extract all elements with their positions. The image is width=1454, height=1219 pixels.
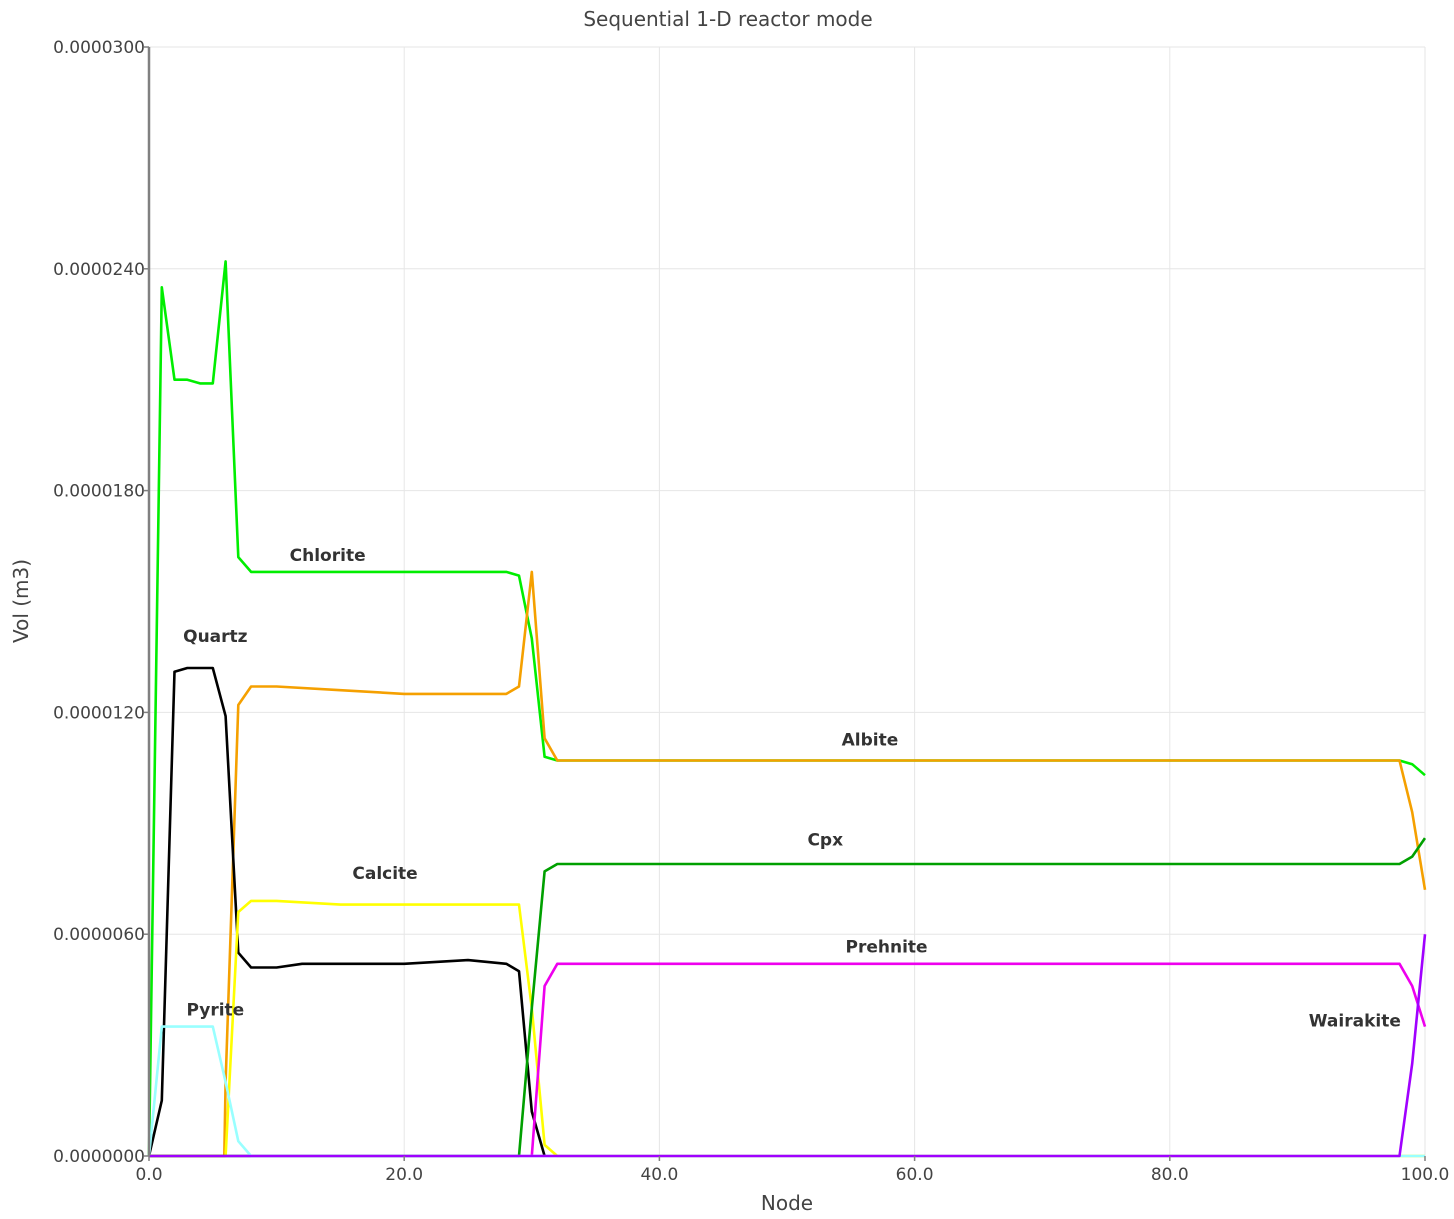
y-tick-label: 0.0000300 <box>53 38 145 58</box>
x-tick-label: 40.0 <box>640 1165 678 1185</box>
series-label-chlorite: Chlorite <box>290 546 366 566</box>
y-tick-label: 0.0000000 <box>53 1147 145 1167</box>
x-tick-label: 20.0 <box>385 1165 423 1185</box>
series-label-pyrite: Pyrite <box>186 1001 244 1021</box>
x-tick-label: 0.0 <box>135 1165 162 1185</box>
y-tick-label: 0.0000180 <box>53 482 145 502</box>
series-line-pyrite <box>147 1025 1425 1158</box>
series-lines <box>147 260 1427 1158</box>
x-tick-label: 80.0 <box>1151 1165 1189 1185</box>
y-tick-label: 0.0000060 <box>53 925 145 945</box>
series-line-albite <box>149 570 1427 1158</box>
series-line-calcite <box>149 899 1425 1158</box>
x-tick-label: 100.0 <box>1401 1165 1450 1185</box>
series-label-quartz: Quartz <box>183 627 248 647</box>
series-label-albite: Albite <box>842 731 899 751</box>
y-tick-label: 0.0000120 <box>53 703 145 723</box>
series-line-wairakite <box>149 934 1427 1158</box>
series-line-chlorite <box>147 260 1426 1157</box>
series-label-cpx: Cpx <box>807 830 843 850</box>
series-line-prehnite <box>530 962 1427 1157</box>
series-label-wairakite: Wairakite <box>1309 1012 1401 1032</box>
series-annotations: Chlorite Quartz Albite Cpx Calcite Prehnite Py… <box>183 546 1401 1032</box>
y-tick-label: 0.0000240 <box>53 260 145 280</box>
grid <box>148 46 1426 1157</box>
series-line-cpx <box>149 837 1427 1158</box>
x-axis-label: Node <box>761 1191 813 1215</box>
tick-labels: 0.0 20.0 40.0 60.0 80.0 100.0 0.0000000 0.00000… <box>53 38 1449 1185</box>
y-axis-label: Vol (m3) <box>9 559 33 643</box>
x-tick-label: 60.0 <box>896 1165 934 1185</box>
series-line-quartz <box>147 666 546 1157</box>
chart-title: Sequential 1-D reactor mode <box>583 7 872 31</box>
series-label-prehnite: Prehnite <box>845 938 927 958</box>
series-label-calcite: Calcite <box>352 864 417 884</box>
